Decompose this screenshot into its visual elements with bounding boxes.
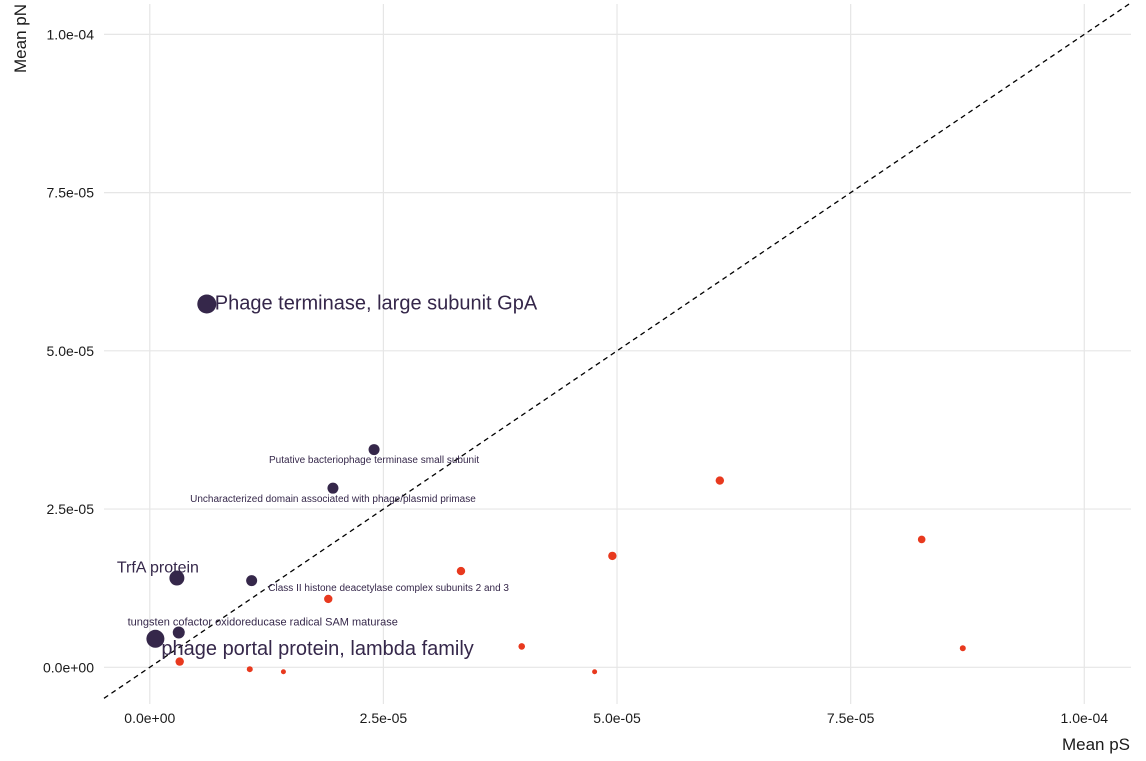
y-tick-label: 2.5e-05: [47, 501, 95, 517]
labeled-point: [197, 294, 217, 314]
y-tick-label: 5.0e-05: [47, 343, 95, 359]
point-annotations: Phage terminase, large subunit GpA Putati…: [117, 292, 538, 660]
unlabeled-point: [959, 645, 966, 652]
point-label: Class II histone deacetylase complex sub…: [268, 583, 509, 594]
y-tick-label: 7.5e-05: [47, 185, 95, 201]
y-tick-label: 1.0e-04: [47, 26, 95, 42]
y-axis-title: Mean pN: [11, 4, 30, 73]
point-label: Putative bacteriophage terminase small s…: [269, 455, 479, 466]
labeled-point: [172, 626, 185, 639]
labeled-point: [368, 444, 380, 456]
unlabeled-point: [456, 566, 466, 576]
unlabeled-point: [324, 594, 333, 604]
unlabeled-point: [608, 551, 617, 561]
labeled-point: [169, 570, 185, 586]
point-label: tungsten cofactor oxidoreducase radical …: [128, 616, 398, 628]
x-axis-ticks: 0.0e+00 2.5e-05 5.0e-05 7.5e-05 1.0e-04: [124, 710, 1108, 726]
unlabeled-point: [715, 476, 725, 485]
grid-lines: [104, 4, 1131, 704]
labeled-point: [146, 629, 165, 648]
x-tick-label: 0.0e+00: [124, 710, 175, 726]
x-tick-label: 7.5e-05: [827, 710, 875, 726]
labeled-point: [327, 482, 339, 494]
unlabeled-point: [246, 666, 253, 673]
unlabeled-point: [280, 669, 286, 675]
unlabeled-point: [917, 535, 926, 544]
point-label: Uncharacterized domain associated with p…: [190, 494, 476, 505]
x-tick-label: 2.5e-05: [360, 710, 408, 726]
unlabeled-point: [518, 643, 526, 650]
point-label: TrfA protein: [117, 559, 199, 576]
x-tick-label: 1.0e-04: [1061, 710, 1109, 726]
point-label: Phage terminase, large subunit GpA: [215, 292, 538, 314]
x-tick-label: 5.0e-05: [593, 710, 641, 726]
unlabeled-point: [175, 657, 184, 666]
data-points: [146, 294, 966, 675]
unlabeled-point: [592, 669, 598, 675]
x-axis-title: Mean pS: [1062, 735, 1130, 754]
point-label: phage portal protein, lambda family: [161, 638, 473, 660]
y-axis-ticks: 0.0e+00 2.5e-05 5.0e-05 7.5e-05 1.0e-04: [43, 26, 94, 675]
labeled-point: [246, 575, 258, 587]
y-tick-label: 0.0e+00: [43, 659, 94, 675]
